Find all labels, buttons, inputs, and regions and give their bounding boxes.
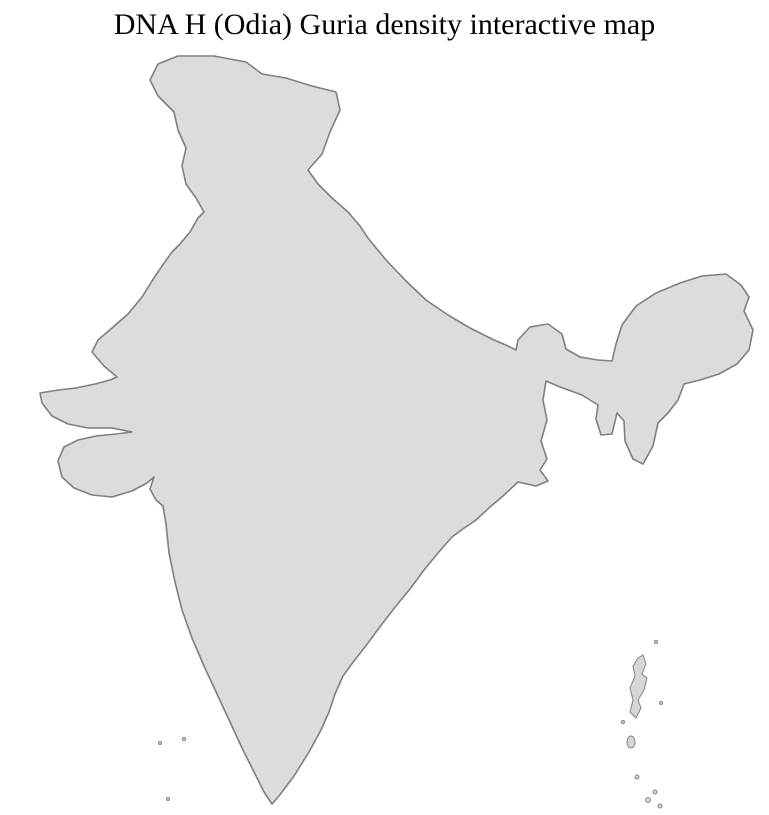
nicobar-island-dot bbox=[634, 774, 640, 780]
little-andaman-island[interactable] bbox=[626, 735, 636, 749]
island-dot bbox=[659, 701, 663, 705]
nicobar-island-dot bbox=[652, 789, 658, 795]
island-dot bbox=[621, 720, 625, 724]
region-bengal-north[interactable] bbox=[507, 357, 527, 380]
region-bihar[interactable] bbox=[442, 371, 473, 393]
region-himachal-edge[interactable] bbox=[226, 289, 243, 307]
nicobar-island-dot bbox=[645, 797, 651, 803]
andaman-islands[interactable] bbox=[629, 654, 648, 719]
region-odisha-coast-core[interactable] bbox=[464, 518, 487, 535]
islands bbox=[158, 640, 663, 809]
page-title: DNA H (Odia) Guria density interactive m… bbox=[113, 8, 656, 41]
region-siliguri-corridor[interactable] bbox=[532, 336, 565, 352]
lakshadweep-island-dot bbox=[166, 797, 170, 801]
region-manipur[interactable] bbox=[651, 378, 672, 393]
island-dot bbox=[654, 640, 658, 644]
lakshadweep-island-dot bbox=[158, 741, 162, 745]
kutch-creek bbox=[40, 386, 59, 398]
lakshadweep-island-dot bbox=[182, 737, 186, 741]
nicobar-island-dot bbox=[657, 803, 663, 809]
